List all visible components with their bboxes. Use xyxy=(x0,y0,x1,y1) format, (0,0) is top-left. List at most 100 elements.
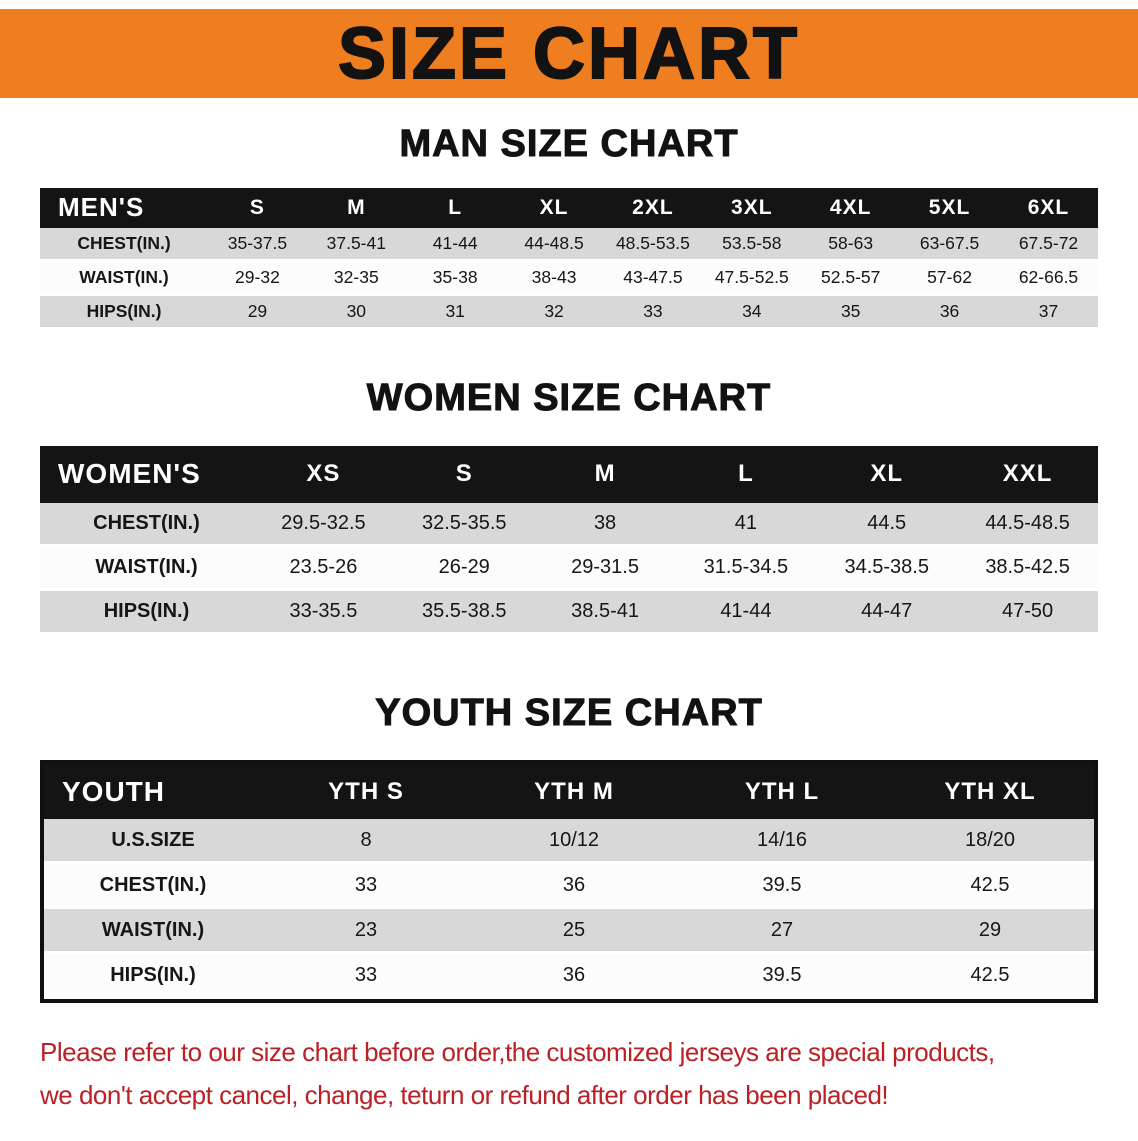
size-value-cell: 26-29 xyxy=(393,545,535,591)
size-value-cell: 39.5 xyxy=(678,862,886,910)
measure-row: WAIST(IN.) 23.5-26 26-29 29-31.5 31.5-34.5 34… xyxy=(40,545,1098,591)
measure-row: WAIST(IN.) 23 25 27 29 xyxy=(44,907,1094,955)
size-value-cell: 23.5-26 xyxy=(253,545,394,591)
row-label: U.S.SIZE xyxy=(44,819,262,865)
size-column-header: 4XL xyxy=(801,187,901,228)
table-title-cell: MEN'S xyxy=(40,187,208,228)
size-column-header: XL xyxy=(816,445,958,503)
youth-size-table-grid: YOUTH YTH S YTH M YTH L YTH XL U.S.SIZE 8 10/12… xyxy=(44,764,1094,1000)
size-column-header: 5XL xyxy=(900,187,999,228)
measure-row: WAIST(IN.) 29-32 32-35 35-38 38-43 43-47.5 47.… xyxy=(40,260,1098,296)
size-value-cell: 29 xyxy=(886,907,1094,955)
size-value-cell: 35.5-38.5 xyxy=(393,589,535,635)
row-label: WAIST(IN.) xyxy=(44,907,262,955)
men-section-heading: MAN SIZE CHART xyxy=(399,123,739,166)
size-value-cell: 34 xyxy=(702,294,802,330)
size-value-cell: 41 xyxy=(675,502,817,547)
order-notice: Please refer to our size chart before or… xyxy=(40,1037,1138,1111)
measure-row: U.S.SIZE 8 10/12 14/16 18/20 xyxy=(44,819,1094,865)
size-column-header: S xyxy=(393,445,535,503)
measure-row: HIPS(IN.) 29 30 31 32 33 34 35 36 37 xyxy=(40,294,1098,330)
size-value-cell: 62-66.5 xyxy=(999,260,1098,296)
size-column-header: XS xyxy=(253,445,394,503)
men-size-section: MAN SIZE CHART MEN'S S M L XL 2XL 3XL 4XL 5XL 6XL… xyxy=(0,123,1138,330)
women-size-table: WOMEN'S XS S M L XL XXL CHEST(IN.) 29.5-32.5 32.5… xyxy=(40,445,1098,635)
size-value-cell: 33 xyxy=(262,862,470,910)
men-size-table-grid: MEN'S S M L XL 2XL 3XL 4XL 5XL 6XL CHEST(IN.) 35-37… xyxy=(40,187,1098,330)
size-value-cell: 25 xyxy=(470,907,678,955)
size-value-cell: 36 xyxy=(900,294,999,330)
size-value-cell: 32.5-35.5 xyxy=(393,502,535,547)
men-size-table: MEN'S S M L XL 2XL 3XL 4XL 5XL 6XL CHEST(IN.) 35-37… xyxy=(40,187,1098,330)
measure-row: HIPS(IN.) 33-35.5 35.5-38.5 38.5-41 41-44 44-… xyxy=(40,589,1098,635)
youth-size-table: YOUTH YTH S YTH M YTH L YTH XL U.S.SIZE 8 10/12… xyxy=(40,760,1098,1004)
measure-row: HIPS(IN.) 33 36 39.5 42.5 xyxy=(44,952,1094,1000)
page-title: SIZE CHART xyxy=(337,13,800,94)
row-label: HIPS(IN.) xyxy=(40,589,253,635)
size-column-header: 6XL xyxy=(999,187,1098,228)
size-column-header: M xyxy=(534,445,676,503)
table-title-cell: YOUTH xyxy=(44,764,262,820)
size-column-header: L xyxy=(405,187,505,228)
size-value-cell: 35 xyxy=(801,294,901,330)
size-value-cell: 39.5 xyxy=(678,952,886,1000)
size-value-cell: 48.5-53.5 xyxy=(603,227,703,262)
size-value-cell: 34.5-38.5 xyxy=(816,545,958,591)
notice-line-1: Please refer to our size chart before or… xyxy=(40,1037,995,1068)
size-value-cell: 38.5-41 xyxy=(534,589,676,635)
size-value-cell: 67.5-72 xyxy=(999,227,1098,262)
size-column-header: 2XL xyxy=(603,187,703,228)
size-value-cell: 44-47 xyxy=(816,589,958,635)
size-value-cell: 38.5-42.5 xyxy=(957,545,1098,591)
size-value-cell: 29 xyxy=(208,294,307,330)
size-column-header: YTH XL xyxy=(886,764,1094,820)
header-row: MEN'S S M L XL 2XL 3XL 4XL 5XL 6XL xyxy=(40,187,1098,228)
youth-section-heading: YOUTH SIZE CHART xyxy=(375,691,763,734)
size-value-cell: 36 xyxy=(470,952,678,1000)
size-value-cell: 41-44 xyxy=(405,227,505,262)
size-value-cell: 57-62 xyxy=(900,260,999,296)
size-value-cell: 33-35.5 xyxy=(253,589,394,635)
size-value-cell: 44.5-48.5 xyxy=(957,502,1098,547)
measure-row: CHEST(IN.) 29.5-32.5 32.5-35.5 38 41 44.5 44.5… xyxy=(40,502,1098,547)
row-label: CHEST(IN.) xyxy=(40,502,253,547)
size-chart-banner: SIZE CHART xyxy=(0,9,1138,98)
size-value-cell: 31 xyxy=(405,294,505,330)
size-value-cell: 29-32 xyxy=(208,260,307,296)
size-column-header: XL xyxy=(504,187,604,228)
size-value-cell: 42.5 xyxy=(886,862,1094,910)
size-value-cell: 8 xyxy=(262,819,470,865)
size-column-header: YTH L xyxy=(678,764,886,820)
size-value-cell: 32-35 xyxy=(306,260,406,296)
row-label: CHEST(IN.) xyxy=(40,227,208,262)
size-value-cell: 27 xyxy=(678,907,886,955)
size-value-cell: 37.5-41 xyxy=(306,227,406,262)
size-value-cell: 35-38 xyxy=(405,260,505,296)
size-value-cell: 42.5 xyxy=(886,952,1094,1000)
size-value-cell: 44-48.5 xyxy=(504,227,604,262)
size-value-cell: 52.5-57 xyxy=(801,260,901,296)
size-column-header: YTH M xyxy=(470,764,678,820)
row-label: WAIST(IN.) xyxy=(40,260,208,296)
size-value-cell: 30 xyxy=(306,294,406,330)
size-value-cell: 36 xyxy=(470,862,678,910)
size-value-cell: 29.5-32.5 xyxy=(253,502,394,547)
size-value-cell: 14/16 xyxy=(678,819,886,865)
row-label: CHEST(IN.) xyxy=(44,862,262,910)
size-value-cell: 18/20 xyxy=(886,819,1094,865)
measure-row: CHEST(IN.) 35-37.5 37.5-41 41-44 44-48.5 48.5… xyxy=(40,227,1098,262)
size-value-cell: 47-50 xyxy=(957,589,1098,635)
size-column-header: L xyxy=(675,445,817,503)
size-value-cell: 47.5-52.5 xyxy=(702,260,802,296)
size-value-cell: 33 xyxy=(603,294,703,330)
table-title-cell: WOMEN'S xyxy=(40,445,253,503)
header-row: YOUTH YTH S YTH M YTH L YTH XL xyxy=(44,764,1094,820)
size-value-cell: 35-37.5 xyxy=(208,227,307,262)
size-value-cell: 38 xyxy=(534,502,676,547)
size-chart-page: SIZE CHART MAN SIZE CHART MEN'S S M L XL 2XL 3… xyxy=(0,9,1138,1111)
measure-row: CHEST(IN.) 33 36 39.5 42.5 xyxy=(44,862,1094,910)
size-column-header: YTH S xyxy=(262,764,470,820)
size-value-cell: 43-47.5 xyxy=(603,260,703,296)
size-value-cell: 58-63 xyxy=(801,227,901,262)
size-value-cell: 37 xyxy=(999,294,1098,330)
